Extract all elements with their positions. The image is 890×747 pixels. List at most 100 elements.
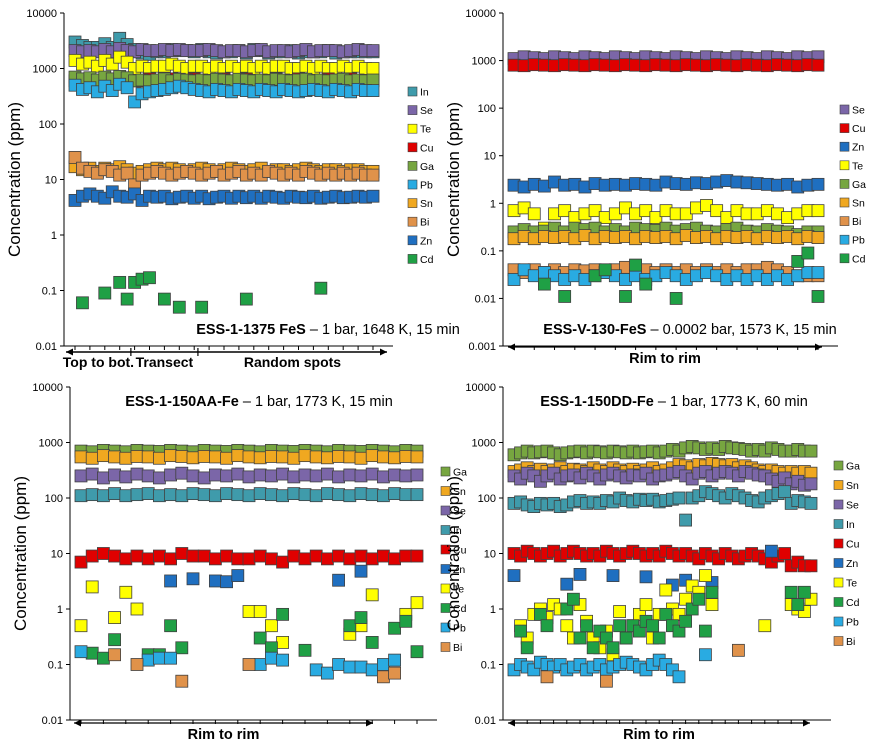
- panel-title-conditions: – 0.0002 bar, 1573 K, 15 min: [646, 322, 836, 338]
- data-point-cd: [573, 631, 587, 645]
- data-point-pb: [309, 663, 323, 677]
- data-point-se: [130, 467, 144, 481]
- data-point-in: [399, 488, 413, 502]
- y-tick-label: 1: [490, 604, 496, 616]
- data-point-se: [332, 470, 346, 484]
- data-point-cd: [791, 598, 805, 612]
- legend-marker-cu: [833, 538, 844, 549]
- data-point-te: [85, 580, 99, 594]
- data-point-cu: [85, 549, 99, 563]
- series-cd: [76, 271, 328, 314]
- legend-label-se: Se: [453, 506, 466, 518]
- data-point-cd: [705, 585, 719, 599]
- data-point-in: [164, 488, 178, 502]
- legend-marker-cd: [440, 603, 451, 613]
- series-cu: [507, 544, 818, 573]
- data-point-bi: [242, 658, 256, 671]
- data-point-cu: [298, 552, 312, 566]
- panel-b: 0.001 0.01 0.1 1 10 100 1000 10000 Concentration…: [444, 8, 866, 367]
- panel-title-sample: ESS-1-1375 FeS: [196, 322, 306, 338]
- legend-label-cu: Cu: [453, 545, 467, 557]
- data-point-pb: [354, 660, 368, 674]
- data-point-te: [560, 619, 574, 633]
- y-tick-label: 10: [51, 549, 63, 561]
- data-point-cd: [76, 296, 89, 310]
- data-point-pb: [120, 81, 134, 95]
- data-point-cd: [586, 641, 600, 655]
- data-point-in: [208, 489, 222, 503]
- series-se: [507, 465, 818, 492]
- data-point-cd: [113, 275, 127, 289]
- panel-title-conditions: – 1 bar, 1773 K, 15 min: [239, 394, 393, 410]
- data-point-se: [276, 467, 290, 481]
- y-tick-label: 1000: [472, 56, 496, 68]
- data-point-te: [705, 598, 719, 612]
- data-point-bi: [130, 658, 144, 671]
- legend-label-pb: Pb: [453, 623, 466, 635]
- data-point-se: [197, 471, 211, 485]
- data-point-sn: [309, 450, 323, 464]
- data-point-cd: [98, 286, 112, 300]
- data-point-se: [309, 469, 323, 483]
- data-point-bi: [108, 648, 121, 662]
- data-point-in: [264, 488, 278, 502]
- data-point-cd: [298, 643, 312, 657]
- data-point-pb: [332, 658, 346, 671]
- legend-marker-cu: [407, 142, 418, 153]
- data-point-cd: [679, 614, 692, 628]
- legend-label-ga: Ga: [453, 467, 467, 479]
- legend-label-sn: Sn: [846, 480, 859, 492]
- rim-arrowhead-right: [815, 343, 822, 351]
- data-point-te: [276, 636, 290, 649]
- data-point-sn: [208, 450, 222, 464]
- panel-title-conditions: – 1 bar, 1773 K, 60 min: [654, 394, 808, 410]
- data-point-se: [152, 471, 166, 485]
- y-tick-label: 1: [51, 230, 57, 242]
- data-point-in: [309, 489, 323, 503]
- data-point-cu: [119, 552, 133, 566]
- data-point-te: [130, 602, 144, 616]
- legend-marker-bi: [839, 216, 850, 226]
- data-point-sn: [97, 449, 110, 463]
- data-point-pb: [811, 266, 825, 279]
- legend-label-zn: Zn: [852, 142, 864, 154]
- data-point-te: [588, 204, 602, 218]
- legend-label-cd: Cd: [852, 253, 866, 265]
- legend-marker-cd: [839, 253, 850, 264]
- data-point-zn: [811, 177, 825, 191]
- data-point-zn: [573, 568, 587, 581]
- legend-label-cd: Cd: [453, 603, 467, 615]
- series-in: [74, 487, 424, 503]
- data-point-cd: [388, 621, 402, 635]
- legend-marker-zn: [839, 141, 850, 152]
- panel-title-sample: ESS-V-130-FeS: [543, 322, 646, 338]
- series-bi: [540, 643, 745, 688]
- legend-marker-zn: [407, 235, 418, 246]
- legend-label-sn: Sn: [420, 198, 433, 210]
- y-tick-label: 10000: [32, 382, 63, 394]
- data-point-sn: [130, 450, 144, 463]
- data-point-cd: [410, 645, 424, 659]
- data-point-pb: [672, 670, 686, 684]
- data-point-cd: [692, 592, 706, 606]
- legend-label-te: Te: [453, 584, 464, 596]
- data-point-pb: [699, 648, 712, 662]
- data-point-se: [208, 468, 222, 482]
- data-point-bi: [68, 151, 82, 164]
- series-pb: [507, 648, 712, 684]
- data-point-sn: [276, 450, 290, 464]
- data-point-in: [343, 489, 357, 503]
- data-point-cu: [276, 555, 290, 569]
- data-point-pb: [366, 84, 380, 97]
- data-point-cu: [220, 549, 234, 563]
- legend-marker-ga: [839, 179, 850, 189]
- data-point-se: [287, 470, 301, 484]
- data-point-cu: [354, 549, 368, 563]
- data-point-zn: [208, 574, 222, 588]
- y-tick-label: 10: [484, 151, 496, 163]
- data-point-sn: [85, 451, 99, 465]
- legend-label-ga: Ga: [846, 461, 860, 473]
- data-point-cu: [164, 552, 178, 566]
- data-point-in: [804, 496, 818, 510]
- x-axis-label: Rim to rim: [629, 351, 701, 367]
